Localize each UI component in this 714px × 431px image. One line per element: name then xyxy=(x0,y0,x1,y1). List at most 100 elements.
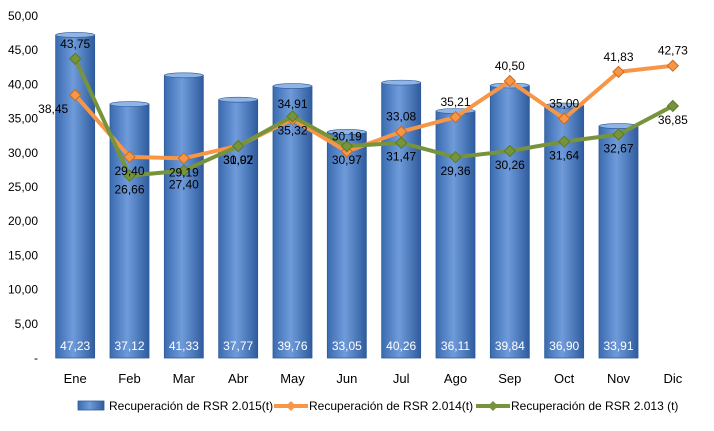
bar-value-label: 39,84 xyxy=(495,339,525,353)
bar xyxy=(326,131,367,359)
y-tick-label: 15,00 xyxy=(8,248,38,262)
x-tick-label: Oct xyxy=(554,371,575,386)
bar-top-cap xyxy=(381,79,421,86)
line-value-label: 29,36 xyxy=(440,164,470,178)
line-value-label: 31,02 xyxy=(223,153,253,167)
point-marker xyxy=(612,128,625,141)
line-value-label: 26,66 xyxy=(114,183,144,197)
bar-value-label: 36,11 xyxy=(441,339,470,353)
legend-marker xyxy=(488,401,498,411)
y-axis: - 5,00 10,00 15,00 20,00 25,00 30,00 35,00 40,00… xyxy=(8,9,38,365)
bar xyxy=(272,85,313,359)
bar-top-cap xyxy=(109,101,150,107)
point-marker xyxy=(231,139,245,153)
line-value-label: 41,83 xyxy=(603,50,633,64)
x-tick-label: Sep xyxy=(498,371,521,386)
point-marker xyxy=(666,99,680,113)
point-marker xyxy=(286,110,299,123)
bar-top-cap xyxy=(55,32,95,38)
line-value-label: 43,75 xyxy=(60,37,90,51)
legend-label: Recuperación de RSR 2.014(t) xyxy=(309,399,473,413)
x-tick-label: Jul xyxy=(393,371,410,386)
bar-value-label: 36,90 xyxy=(549,339,579,353)
y-tick-label: - xyxy=(34,351,38,365)
x-tick-label: Abr xyxy=(228,371,249,386)
line-value-label: 35,00 xyxy=(549,97,579,111)
point-marker xyxy=(449,110,462,124)
bar-series xyxy=(55,32,639,359)
legend-marker xyxy=(286,401,296,411)
x-tick-label: Feb xyxy=(118,371,140,386)
x-tick-label: May xyxy=(280,371,305,386)
line-series xyxy=(68,52,680,182)
line-value-label: 32,67 xyxy=(603,142,633,156)
bar-top-cap xyxy=(272,83,313,89)
line-value-label: 30,97 xyxy=(332,153,362,167)
line-value-label: 31,47 xyxy=(386,150,416,164)
point-marker xyxy=(123,169,136,182)
line-value-label: 29,19 xyxy=(169,165,199,179)
line-value-label: 42,73 xyxy=(658,44,688,58)
bar-top-cap xyxy=(327,129,367,135)
point-marker xyxy=(503,144,517,158)
point-marker xyxy=(177,152,191,165)
bar-top-cap xyxy=(218,96,258,103)
line-value-label: 40,50 xyxy=(495,59,525,73)
line-value-label: 30,97 xyxy=(223,153,253,167)
bar-value-label: 37,12 xyxy=(114,339,144,353)
x-tick-label: Jun xyxy=(336,371,357,386)
x-axis: Ene Feb Mar Abr May Jun Jul Ago Sep Oct Nov Dic xyxy=(64,371,683,386)
line-value-label: 38,45 xyxy=(38,102,68,116)
line-value-label: 30,26 xyxy=(495,158,525,172)
line-value-label: 34,91 xyxy=(277,97,307,111)
bar-value-label: 47,23 xyxy=(60,339,90,353)
data-labels: 47,23 37,12 41,33 37,77 39,76 33,05 40,26 36,11… xyxy=(38,37,688,353)
line-value-label: 35,21 xyxy=(440,95,470,109)
legend-label: Recuperación de RSR 2.015(t) xyxy=(109,399,273,413)
legend: Recuperación de RSR 2.015(t) Recuperación… xyxy=(77,399,678,413)
y-tick-label: 5,00 xyxy=(15,317,39,331)
point-marker xyxy=(340,139,354,153)
x-tick-label: Dic xyxy=(663,371,682,386)
bar-value-label: 40,26 xyxy=(386,339,416,353)
line-value-label: 30,19 xyxy=(332,130,362,144)
line-value-label: 29,40 xyxy=(114,164,144,178)
point-marker xyxy=(449,150,462,164)
series-line xyxy=(73,56,675,178)
y-tick-label: 50,00 xyxy=(8,9,38,23)
bar-value-label: 33,05 xyxy=(332,339,362,353)
bar xyxy=(489,85,530,359)
point-marker xyxy=(394,136,408,149)
bar-top-cap xyxy=(164,72,204,79)
line-value-label: 27,40 xyxy=(169,178,199,192)
bar-value-label: 41,33 xyxy=(169,339,199,353)
series-line xyxy=(73,63,675,161)
line-value-label: 33,08 xyxy=(386,110,416,124)
point-marker xyxy=(123,150,136,164)
y-tick-label: 30,00 xyxy=(8,146,38,160)
bar-value-label: 33,91 xyxy=(603,339,633,353)
y-tick-label: 10,00 xyxy=(8,283,38,297)
point-marker xyxy=(503,74,517,88)
x-tick-label: Ene xyxy=(64,371,87,386)
legend-swatch xyxy=(77,400,105,411)
x-tick-label: Ago xyxy=(444,371,467,386)
legend-label: Recuperación de RSR 2.013 (t) xyxy=(511,399,678,413)
point-marker xyxy=(557,112,571,125)
point-marker xyxy=(612,65,625,79)
bar xyxy=(435,110,476,359)
x-tick-label: Mar xyxy=(173,371,196,386)
point-marker xyxy=(68,52,82,65)
y-tick-label: 25,00 xyxy=(8,180,38,194)
bar xyxy=(163,74,204,359)
point-marker xyxy=(68,88,82,102)
point-marker xyxy=(557,135,571,148)
bar xyxy=(598,125,639,359)
bar-value-label: 39,76 xyxy=(277,339,307,353)
x-tick-label: Nov xyxy=(607,371,631,386)
line-value-label: 36,85 xyxy=(658,113,688,127)
line-value-label: 31,64 xyxy=(549,149,579,163)
point-marker xyxy=(666,59,680,72)
